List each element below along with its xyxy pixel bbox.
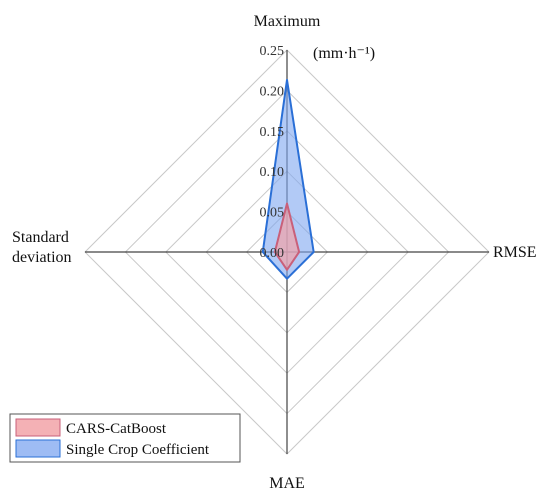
- axis-label-top: Maximum: [254, 13, 321, 30]
- tick-label-0: 0.00: [260, 246, 285, 261]
- tick-label-3: 0.15: [260, 125, 285, 140]
- legend: CARS-CatBoost Single Crop Coefficient: [9, 413, 241, 463]
- tick-label-4: 0.20: [260, 84, 285, 99]
- tick-label-2: 0.10: [260, 165, 285, 180]
- axis-label-right: RMSE: [493, 244, 537, 261]
- axis-labels: Maximum RMSE MAE Standard deviation: [12, 13, 537, 492]
- axis-label-left-line-0: Standard: [12, 229, 69, 246]
- tick-label-1: 0.05: [260, 206, 285, 221]
- legend-label-1: CARS-CatBoost: [66, 421, 167, 437]
- axis-label-left-line-1: deviation: [12, 249, 72, 266]
- legend-swatch-0: [15, 439, 61, 458]
- series-layer: [261, 78, 315, 280]
- unit-label: (mm·h⁻¹): [313, 45, 375, 62]
- tick-label-5: 0.25: [260, 44, 285, 59]
- legend-label-0: Single Crop Coefficient: [66, 442, 210, 458]
- legend-swatch-1: [15, 418, 61, 437]
- axis-label-bottom: MAE: [269, 475, 305, 492]
- tick-labels: 0.00 0.05 0.10 0.15 0.20 0.25: [260, 44, 285, 261]
